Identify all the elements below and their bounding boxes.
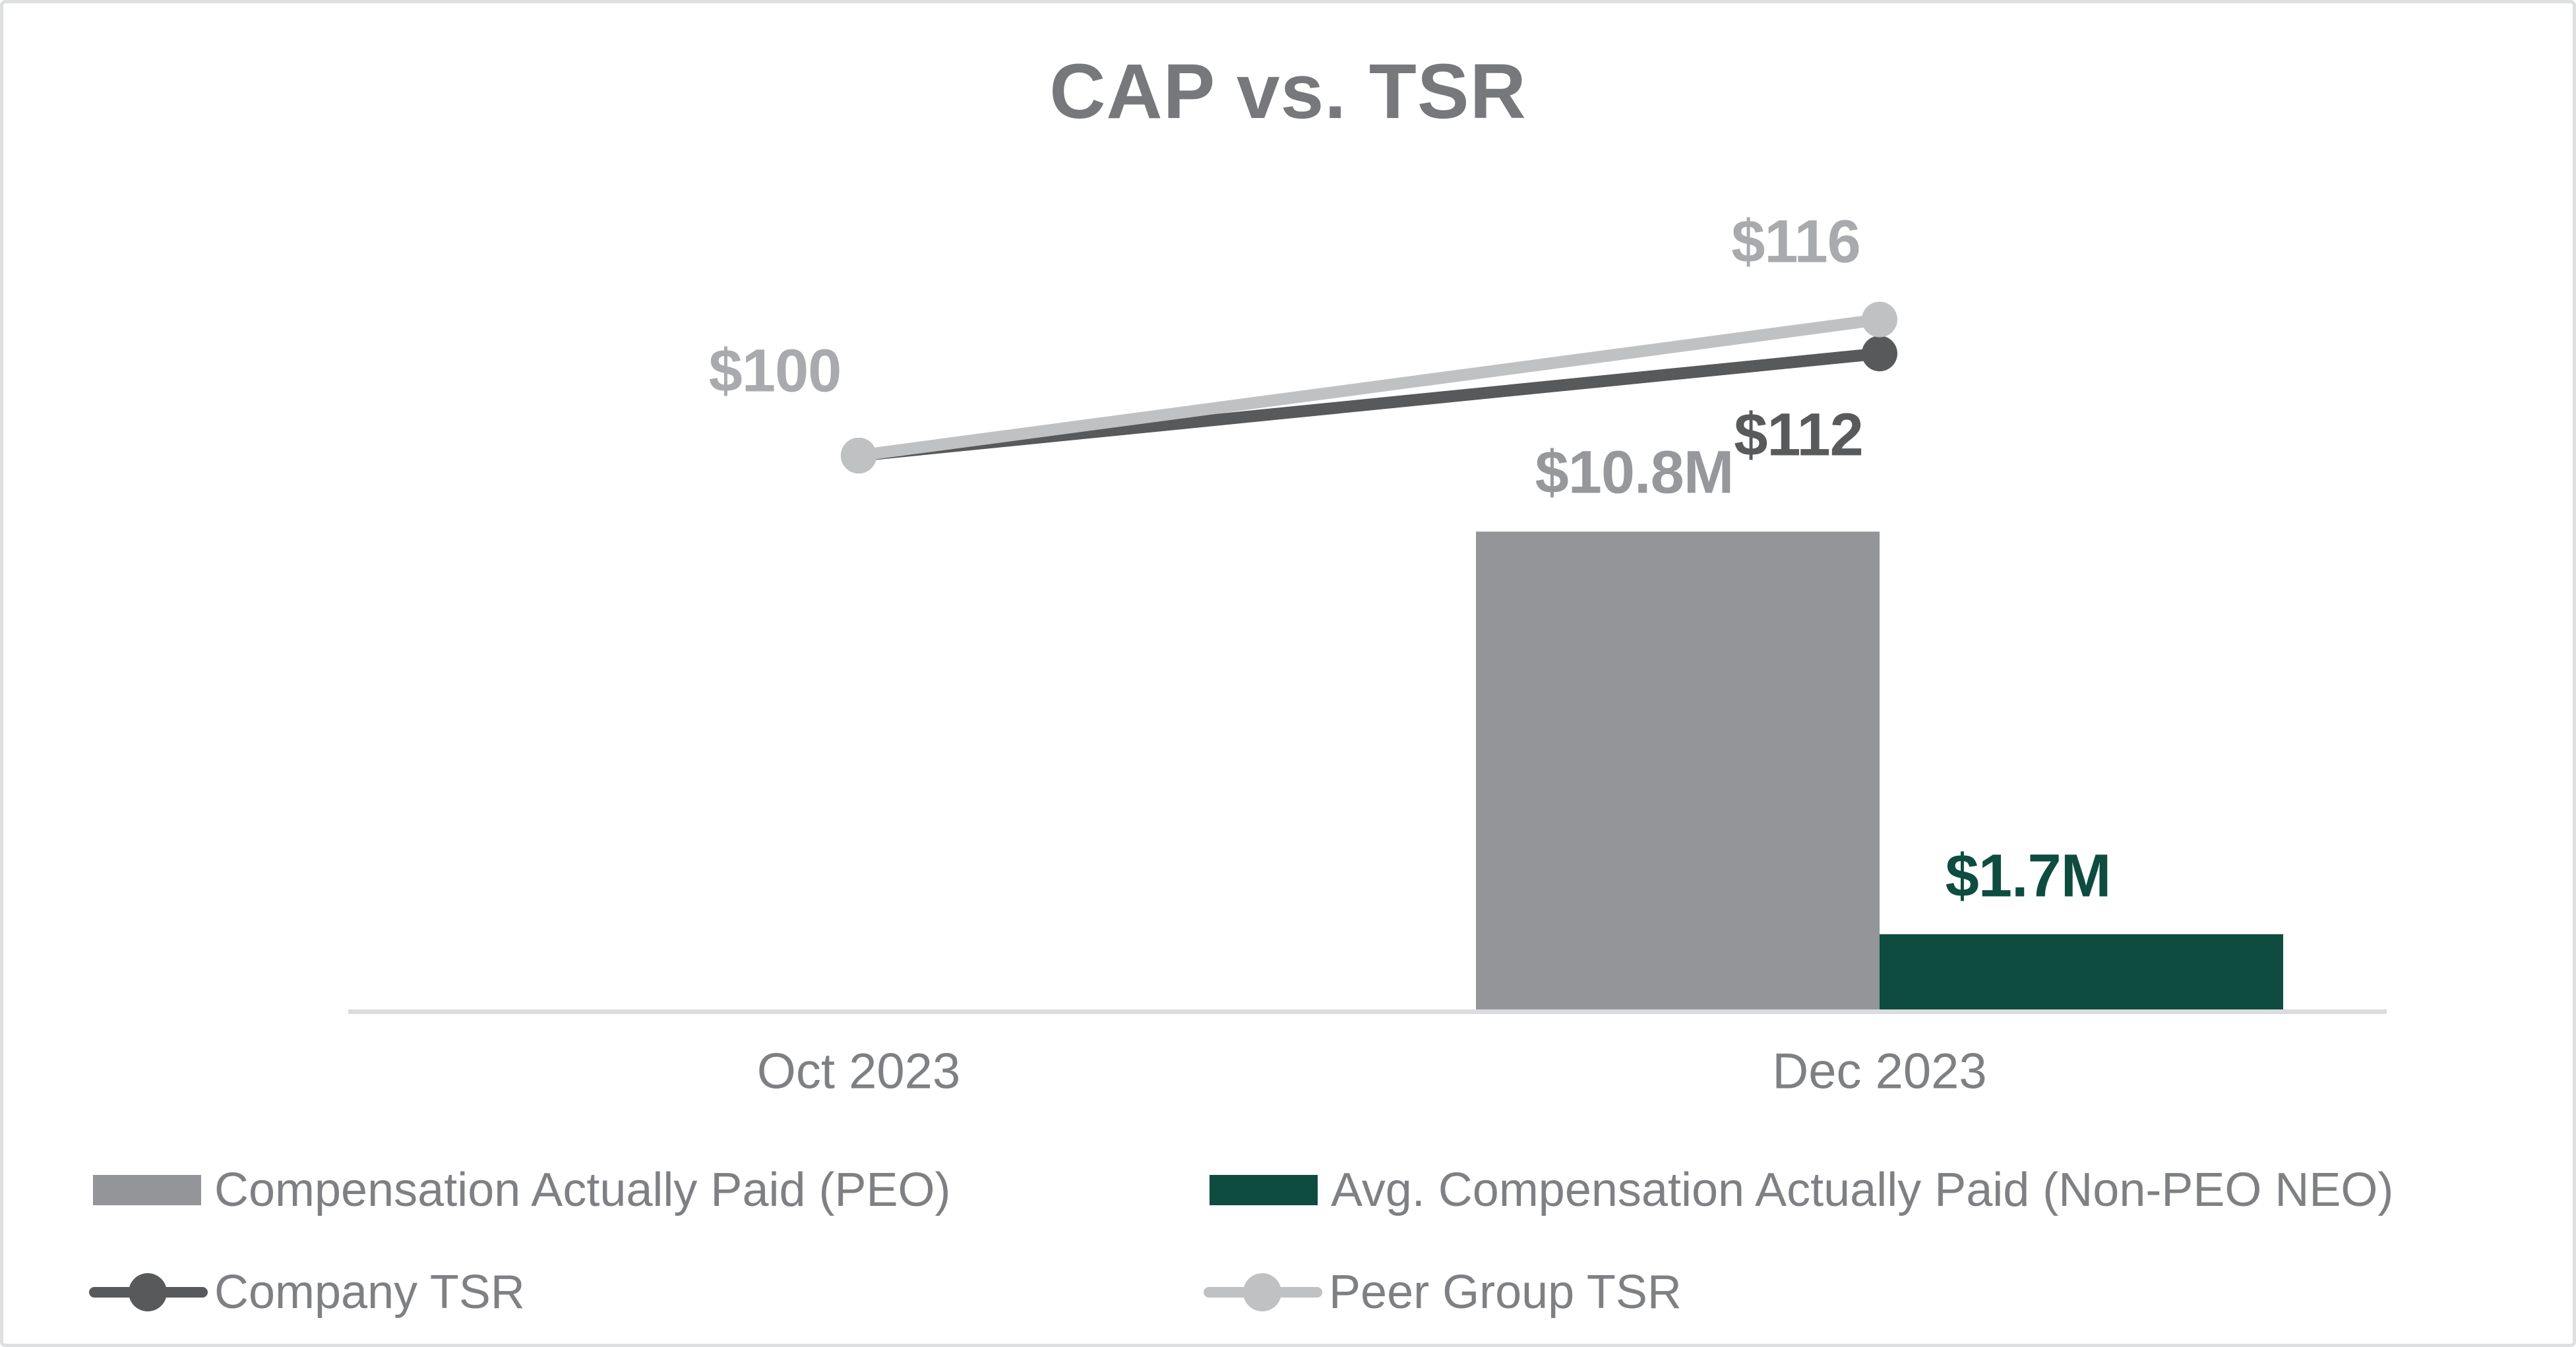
legend-label-company-tsr: Company TSR <box>214 1266 525 1319</box>
data-label-company-dec: $112 <box>1734 401 1864 469</box>
chart-title: CAP vs. TSR <box>1049 48 1527 135</box>
legend-marker-dot <box>129 1273 167 1311</box>
x-tick-oct-2023: Oct 2023 <box>756 1043 961 1100</box>
legend-item-peer-group-tsr: Peer Group TSR <box>1204 1262 1682 1323</box>
legend-label-cap-neo: Avg. Compensation Actually Paid (Non-PEO… <box>1331 1164 2394 1216</box>
marker-peer-group-tsr <box>841 438 876 473</box>
x-tick-dec-2023: Dec 2023 <box>1772 1043 1987 1100</box>
x-axis-line <box>348 1009 2387 1014</box>
data-label-cap-peo: $10.8M <box>1535 438 1734 506</box>
bar-cap-neo <box>1880 934 2283 1009</box>
legend-item-cap-neo: Avg. Compensation Actually Paid (Non-PEO… <box>1210 1160 2393 1220</box>
plot-area <box>348 301 2387 1014</box>
data-label-peer-dec: $116 <box>1731 208 1861 276</box>
legend-swatch-cap-peo <box>93 1175 201 1205</box>
legend-item-cap-peo: Compensation Actually Paid (PEO) <box>93 1160 951 1220</box>
legend-label-peer-group-tsr: Peer Group TSR <box>1329 1266 1682 1319</box>
legend-swatch-company-tsr <box>89 1272 208 1312</box>
marker-company-tsr <box>1862 336 1897 372</box>
legend-swatch-peer-group-tsr <box>1204 1272 1322 1312</box>
line-peer-group-tsr <box>857 313 1881 462</box>
data-label-cap-neo: $1.7M <box>1945 842 2112 910</box>
legend-label-cap-peo: Compensation Actually Paid (PEO) <box>214 1164 951 1216</box>
legend-marker-dot <box>1243 1273 1281 1311</box>
legend-swatch-cap-neo <box>1210 1175 1318 1205</box>
bar-cap-peo <box>1476 531 1880 1009</box>
legend-item-company-tsr: Company TSR <box>89 1262 525 1323</box>
data-label-tsr-oct: $100 <box>708 337 842 405</box>
marker-peer-group-tsr <box>1862 301 1897 338</box>
